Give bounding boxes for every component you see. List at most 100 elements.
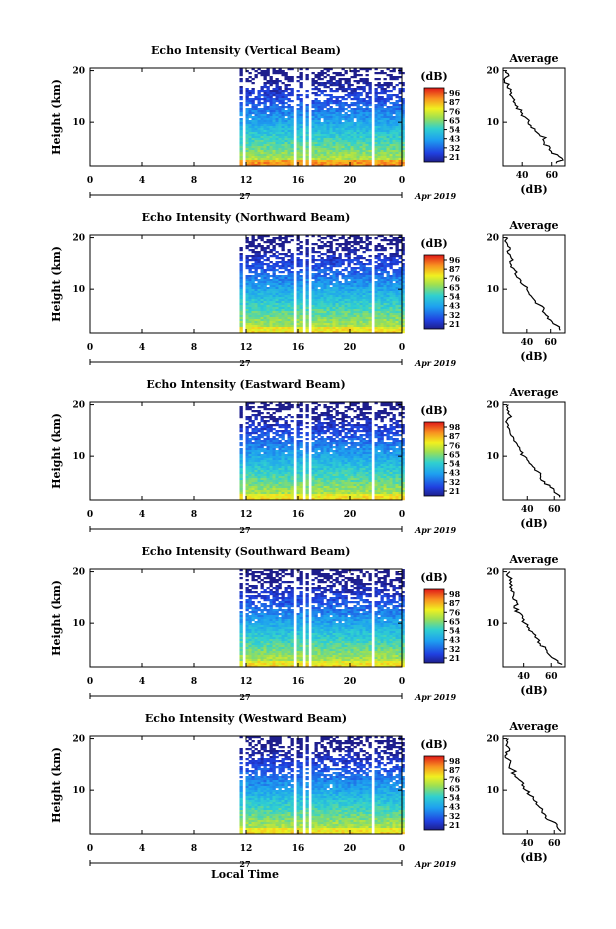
- heatmap-cell: [245, 438, 249, 441]
- heatmap-cell: [374, 313, 378, 316]
- heatmap-cell: [287, 430, 291, 433]
- heatmap-cell: [344, 299, 348, 302]
- heatmap-cell: [359, 436, 363, 439]
- heatmap-cell: [263, 255, 267, 258]
- heatmap-cell: [254, 114, 258, 117]
- heatmap-cell: [266, 80, 270, 83]
- heatmap-cell: [251, 142, 255, 145]
- heatmap-cell: [356, 92, 360, 95]
- heatmap-cell: [383, 428, 387, 431]
- heatmap-cell: [323, 331, 327, 334]
- heatmap-cell: [296, 132, 300, 135]
- heatmap-cell: [326, 144, 330, 147]
- heatmap-cell: [398, 325, 402, 328]
- heatmap-cell: [278, 90, 282, 93]
- heatmap-cell: [299, 313, 303, 316]
- heatmap-cell: [305, 134, 309, 137]
- heatmap-cell: [284, 255, 288, 258]
- heatmap-cell: [257, 116, 261, 119]
- heatmap-cell: [362, 446, 366, 449]
- heatmap-cell: [254, 130, 258, 133]
- heatmap-cell: [260, 416, 264, 419]
- heatmap-cell: [305, 162, 309, 165]
- heatmap-cell: [281, 104, 285, 107]
- heatmap-cell: [239, 305, 243, 308]
- heatmap-cell: [266, 162, 270, 165]
- heatmap-cell: [398, 426, 402, 429]
- heatmap-cell: [254, 257, 258, 260]
- heatmap-cell: [392, 301, 396, 304]
- heatmap-cell: [332, 130, 336, 133]
- heatmap-cell: [380, 100, 384, 103]
- heatmap-cell: [362, 108, 366, 111]
- heatmap-cell: [401, 243, 405, 246]
- heatmap-cell: [332, 277, 336, 280]
- heatmap-cell: [383, 257, 387, 260]
- heatmap-cell: [305, 404, 309, 407]
- heatmap-cell: [278, 317, 282, 320]
- heatmap-cell: [359, 426, 363, 429]
- heatmap-cell: [323, 106, 327, 109]
- heatmap-cell: [359, 241, 363, 244]
- heatmap-cell: [245, 122, 249, 125]
- heatmap-cell: [356, 98, 360, 101]
- heatmap-cell: [401, 124, 405, 127]
- heatmap-cell: [359, 136, 363, 139]
- heatmap-cell: [356, 436, 360, 439]
- heatmap-cell: [314, 106, 318, 109]
- heatmap-cell: [383, 128, 387, 131]
- heatmap-cell: [299, 283, 303, 286]
- heatmap-cell: [332, 440, 336, 443]
- heatmap-cell: [347, 255, 351, 258]
- heatmap-cell: [329, 237, 333, 240]
- heatmap-cell: [251, 313, 255, 316]
- heatmap-cell: [326, 259, 330, 262]
- heatmap-cell: [284, 154, 288, 157]
- heatmap-cell: [305, 305, 309, 308]
- heatmap-cell: [272, 122, 276, 125]
- heatmap-cell: [359, 263, 363, 266]
- heatmap-cell: [260, 285, 264, 288]
- heatmap-cell: [377, 432, 381, 435]
- heatmap-cell: [284, 317, 288, 320]
- heatmap-cell: [260, 305, 264, 308]
- heatmap-cell: [335, 307, 339, 310]
- heatmap-cell: [260, 432, 264, 435]
- heatmap-cell: [290, 309, 294, 312]
- heatmap-cell: [365, 267, 369, 270]
- heatmap-cell: [257, 90, 261, 93]
- heatmap-cell: [344, 154, 348, 157]
- heatmap-cell: [278, 68, 282, 71]
- heatmap-cell: [356, 132, 360, 135]
- heatmap-cell: [311, 329, 315, 332]
- heatmap-cell: [368, 420, 372, 423]
- heatmap-cell: [392, 321, 396, 324]
- heatmap-cell: [374, 299, 378, 302]
- heatmap-cell: [392, 136, 396, 139]
- heatmap-cell: [296, 293, 300, 296]
- heatmap-cell: [323, 414, 327, 417]
- heatmap-cell: [260, 426, 264, 429]
- heatmap-cell: [377, 132, 381, 135]
- heatmap-cell: [401, 438, 405, 441]
- heatmap-cell: [395, 239, 399, 242]
- heatmap-cell: [296, 313, 300, 316]
- heatmap-cell: [386, 404, 390, 407]
- heatmap-cell: [380, 305, 384, 308]
- heatmap-cell: [392, 108, 396, 111]
- heatmap-cell: [350, 438, 354, 441]
- heatmap-cell: [260, 146, 264, 149]
- heatmap-cell: [365, 329, 369, 332]
- heatmap-cell: [350, 150, 354, 153]
- heatmap-cell: [305, 313, 309, 316]
- heatmap-cell: [311, 112, 315, 115]
- heatmap-cell: [245, 130, 249, 133]
- heatmap-cell: [278, 152, 282, 155]
- colorbar-tick-label: 76: [449, 106, 461, 116]
- heatmap-cell: [380, 432, 384, 435]
- heatmap-cell: [401, 323, 405, 326]
- heatmap-cell: [350, 84, 354, 87]
- heatmap-cell: [320, 422, 324, 425]
- heatmap-cell: [329, 287, 333, 290]
- heatmap-cell: [263, 319, 267, 322]
